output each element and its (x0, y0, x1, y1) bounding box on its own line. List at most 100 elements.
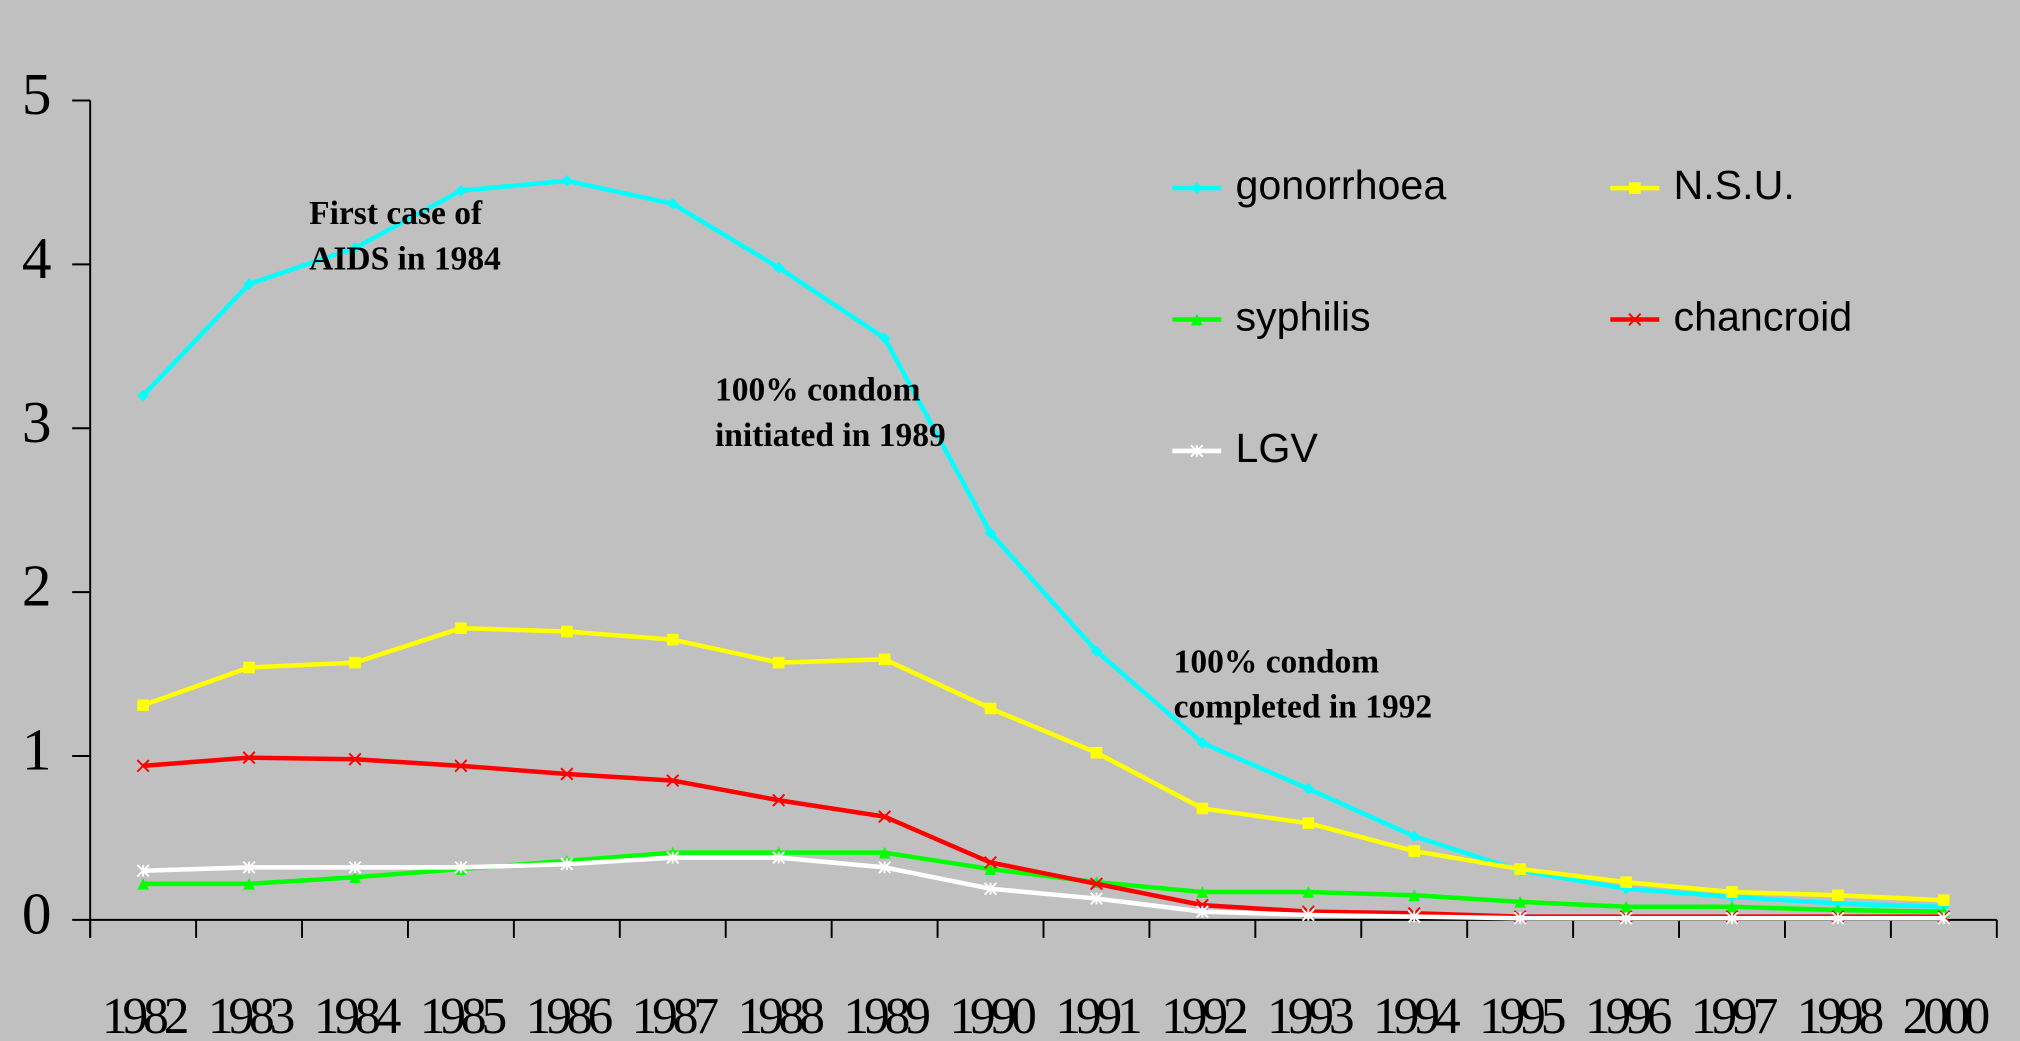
annotation: First case of (309, 195, 483, 232)
marker (1619, 911, 1633, 925)
x-tick-label: 1995 (1479, 988, 1565, 1041)
marker (666, 197, 679, 210)
marker (666, 633, 679, 646)
marker (1090, 746, 1103, 759)
marker (136, 864, 150, 878)
x-tick-label: 1994 (1373, 988, 1460, 1041)
marker (1514, 896, 1526, 908)
marker (454, 759, 468, 773)
marker (137, 699, 149, 711)
x-tick-label: 1983 (208, 988, 294, 1041)
annotation: 100% condom (1174, 644, 1380, 681)
annotation: completed in 1992 (1174, 689, 1433, 726)
line (143, 850, 1944, 914)
marker (1089, 877, 1103, 891)
marker (878, 810, 892, 824)
marker (984, 882, 998, 896)
marker (1408, 889, 1421, 902)
marker (1620, 876, 1632, 888)
marker (1725, 911, 1739, 925)
line (142, 625, 1944, 903)
legend-entry: N.S.U. (1610, 162, 1795, 208)
marker (1302, 886, 1315, 898)
marker (242, 751, 256, 765)
y-tick-label: 1 (22, 717, 52, 783)
marker (984, 856, 998, 869)
marker (243, 878, 255, 890)
legend-entry: chancroid (1610, 293, 1852, 339)
marker (878, 332, 891, 344)
y-tick-label: 0 (22, 880, 52, 946)
marker (455, 622, 467, 634)
marker (984, 863, 997, 875)
marker (772, 851, 786, 865)
marker (348, 860, 362, 874)
marker (878, 653, 891, 666)
marker (136, 759, 150, 773)
marker (1831, 911, 1845, 925)
marker (1513, 911, 1527, 925)
marker (1195, 905, 1209, 919)
series (137, 622, 1950, 906)
marker (772, 793, 786, 807)
marker (1832, 889, 1844, 902)
marker (349, 656, 361, 669)
marker (454, 860, 468, 874)
x-tick-label: 1991 (1055, 988, 1140, 1041)
legend-label: LGV (1235, 425, 1318, 471)
line (141, 178, 1944, 910)
marker (666, 851, 680, 865)
legend-label: syphilis (1235, 293, 1370, 339)
x-tick-label: 1998 (1797, 988, 1883, 1041)
legend-entry: gonorrhoea (1172, 162, 1446, 208)
marker (243, 661, 255, 674)
marker (561, 625, 573, 638)
marker (1302, 817, 1315, 829)
marker (560, 767, 574, 781)
marker (1937, 911, 1951, 925)
marker (455, 184, 467, 197)
legend-label: N.S.U. (1673, 162, 1794, 208)
x-tick-label: 2000 (1903, 988, 1989, 1041)
marker (666, 774, 680, 788)
x-tick-label: 1990 (949, 988, 1035, 1041)
legend-entry: syphilis (1172, 293, 1371, 339)
x-tick-label: 1993 (1267, 988, 1353, 1041)
marker (242, 860, 256, 874)
legend-label: gonorrhoea (1235, 162, 1446, 208)
y-tick-label: 5 (22, 61, 52, 127)
marker (1407, 910, 1421, 924)
x-tick-label: 1982 (102, 988, 187, 1041)
marker (560, 857, 574, 871)
marker (1408, 845, 1421, 857)
x-tick-label: 1992 (1161, 988, 1246, 1041)
x-tick-label: 1986 (526, 988, 613, 1041)
y-tick-label: 4 (22, 225, 52, 291)
marker (348, 752, 362, 766)
marker (984, 702, 997, 715)
marker (1629, 182, 1641, 194)
x-tick-label: 1996 (1585, 988, 1672, 1041)
marker (1196, 886, 1209, 898)
marker (878, 846, 891, 859)
series (136, 851, 1951, 925)
marker (1514, 863, 1526, 875)
marker (772, 656, 785, 669)
x-tick-label: 1989 (843, 988, 929, 1041)
marker (1196, 737, 1209, 749)
legend-label: chancroid (1673, 293, 1852, 339)
marker (1196, 802, 1209, 815)
marker (1628, 313, 1642, 327)
marker (1726, 900, 1738, 913)
marker (1190, 444, 1204, 458)
marker (349, 871, 361, 884)
x-tick-label: 1985 (420, 988, 506, 1041)
marker (1191, 313, 1203, 326)
marker (1938, 894, 1950, 906)
marker (1408, 830, 1421, 843)
marker (1726, 886, 1738, 898)
marker (1089, 892, 1103, 906)
